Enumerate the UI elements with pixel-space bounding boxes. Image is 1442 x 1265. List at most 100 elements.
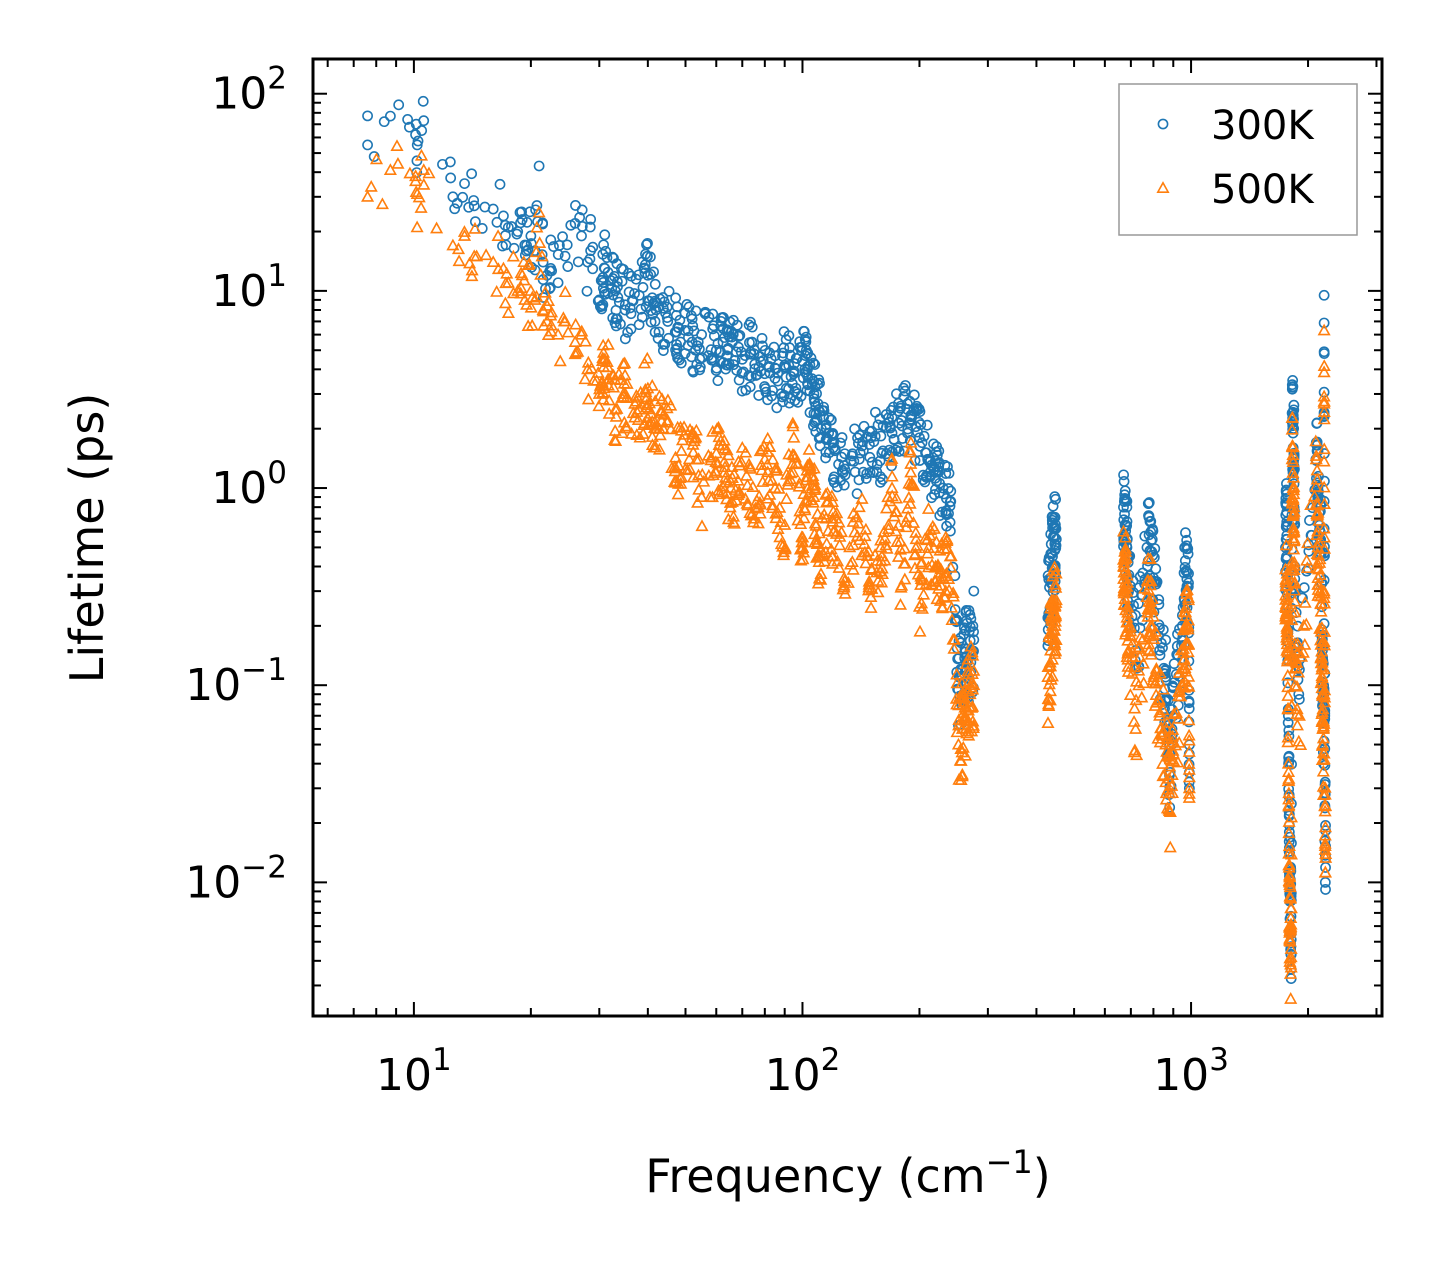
data-point (881, 518, 896, 531)
data-point (1293, 693, 1305, 705)
data-point (934, 565, 948, 578)
data-point (739, 445, 753, 458)
data-point (463, 201, 475, 213)
data-point (422, 166, 436, 179)
legend-marker (1157, 118, 1169, 130)
data-point (1288, 399, 1300, 411)
data-point (479, 201, 491, 213)
data-point (1281, 478, 1292, 489)
data-point (812, 571, 826, 584)
data-point (515, 217, 526, 229)
legend-entry-500K: 500K (1156, 167, 1315, 213)
plot-frame (311, 57, 1384, 1018)
data-point (942, 461, 953, 473)
data-point (731, 319, 743, 331)
data-point (1147, 670, 1161, 683)
data-point (537, 318, 551, 331)
data-point (606, 380, 621, 393)
data-point (642, 237, 653, 249)
data-point (1287, 558, 1301, 571)
data-point (920, 447, 931, 459)
data-point (964, 635, 976, 647)
data-point (1318, 787, 1332, 800)
data-point (909, 547, 923, 559)
data-point (617, 389, 631, 402)
data-point (1281, 702, 1295, 715)
data-point (1285, 698, 1299, 711)
y-tick-label: 10−1 (185, 652, 287, 711)
data-point (1047, 500, 1059, 512)
legend-label: 300K (1211, 103, 1315, 149)
data-point (1048, 638, 1062, 651)
data-point (689, 452, 704, 465)
data-point (820, 422, 832, 434)
data-point (1182, 745, 1196, 757)
data-point (806, 472, 821, 485)
data-point (811, 507, 825, 519)
data-point (1137, 676, 1151, 689)
data-point (763, 440, 777, 452)
data-point (940, 505, 952, 517)
legend-entry-300K: 300K (1157, 103, 1315, 149)
data-point (561, 325, 575, 338)
data-point (1144, 619, 1158, 632)
data-point (812, 526, 826, 539)
data-point (660, 401, 674, 414)
data-point (949, 604, 961, 616)
data-point (940, 532, 954, 545)
data-point (871, 574, 885, 586)
data-point (569, 317, 583, 330)
data-point (559, 250, 571, 262)
data-point (587, 263, 599, 275)
data-point (898, 556, 912, 569)
data-point (500, 266, 514, 279)
data-point (581, 355, 595, 368)
data-point (596, 392, 610, 405)
data-point (966, 699, 980, 712)
data-point (390, 139, 404, 152)
data-point (1290, 718, 1304, 731)
data-point (1298, 595, 1312, 608)
data-point (941, 509, 953, 521)
data-point (641, 239, 652, 251)
data-point (826, 549, 840, 562)
data-point (726, 509, 741, 522)
data-point (665, 461, 679, 474)
data-point (536, 304, 550, 317)
data-point (680, 463, 694, 476)
data-point (692, 482, 706, 495)
data-point (1181, 593, 1196, 606)
data-point (1309, 434, 1323, 447)
data-point (1319, 876, 1331, 888)
data-point (578, 334, 593, 347)
data-point (411, 155, 423, 167)
data-point (944, 560, 958, 573)
data-point (620, 391, 634, 403)
data-point (1044, 659, 1058, 672)
data-point (629, 389, 643, 401)
data-point (809, 518, 823, 531)
data-point (625, 308, 637, 320)
data-point (649, 278, 661, 290)
data-point (763, 361, 775, 373)
data-point (1143, 497, 1155, 508)
data-point (1121, 646, 1135, 659)
data-point (1283, 878, 1297, 891)
data-point (1283, 752, 1295, 763)
data-point (742, 457, 756, 470)
data-point (1163, 805, 1177, 818)
data-point (718, 470, 733, 483)
data-point (1282, 717, 1294, 729)
data-point (957, 690, 971, 703)
data-point (529, 289, 544, 302)
y-tick-label: 10−2 (185, 849, 287, 908)
data-point (875, 430, 887, 442)
data-point (966, 721, 980, 733)
data-point (575, 324, 589, 337)
data-point (753, 444, 767, 457)
x-tick-label: 101 (376, 1042, 452, 1101)
data-point (1050, 493, 1061, 505)
data-point (798, 325, 810, 337)
data-point (628, 410, 642, 423)
data-point (1318, 836, 1332, 849)
